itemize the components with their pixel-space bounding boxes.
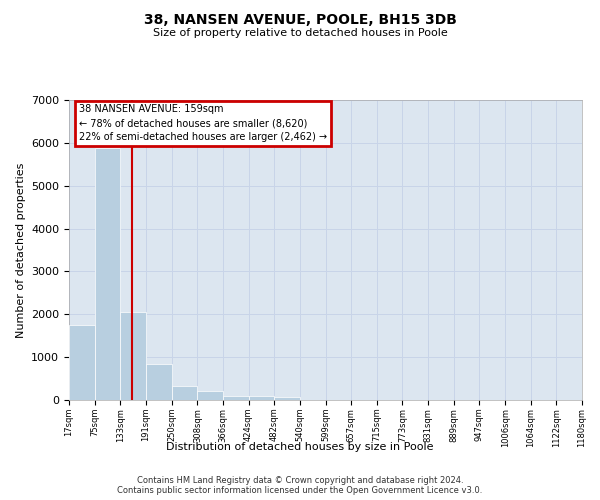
Bar xyxy=(146,364,172,400)
Bar xyxy=(95,148,120,400)
Text: Size of property relative to detached houses in Poole: Size of property relative to detached ho… xyxy=(152,28,448,38)
Bar xyxy=(120,312,146,400)
Bar xyxy=(172,386,197,400)
Bar xyxy=(274,398,299,400)
Bar xyxy=(197,392,223,400)
Text: 38 NANSEN AVENUE: 159sqm
← 78% of detached houses are smaller (8,620)
22% of sem: 38 NANSEN AVENUE: 159sqm ← 78% of detach… xyxy=(79,104,328,142)
Bar xyxy=(69,326,95,400)
Text: 38, NANSEN AVENUE, POOLE, BH15 3DB: 38, NANSEN AVENUE, POOLE, BH15 3DB xyxy=(143,12,457,26)
Text: Distribution of detached houses by size in Poole: Distribution of detached houses by size … xyxy=(166,442,434,452)
Y-axis label: Number of detached properties: Number of detached properties xyxy=(16,162,26,338)
Bar xyxy=(248,396,274,400)
Text: Contains public sector information licensed under the Open Government Licence v3: Contains public sector information licen… xyxy=(118,486,482,495)
Text: Contains HM Land Registry data © Crown copyright and database right 2024.: Contains HM Land Registry data © Crown c… xyxy=(137,476,463,485)
Bar xyxy=(223,396,248,400)
